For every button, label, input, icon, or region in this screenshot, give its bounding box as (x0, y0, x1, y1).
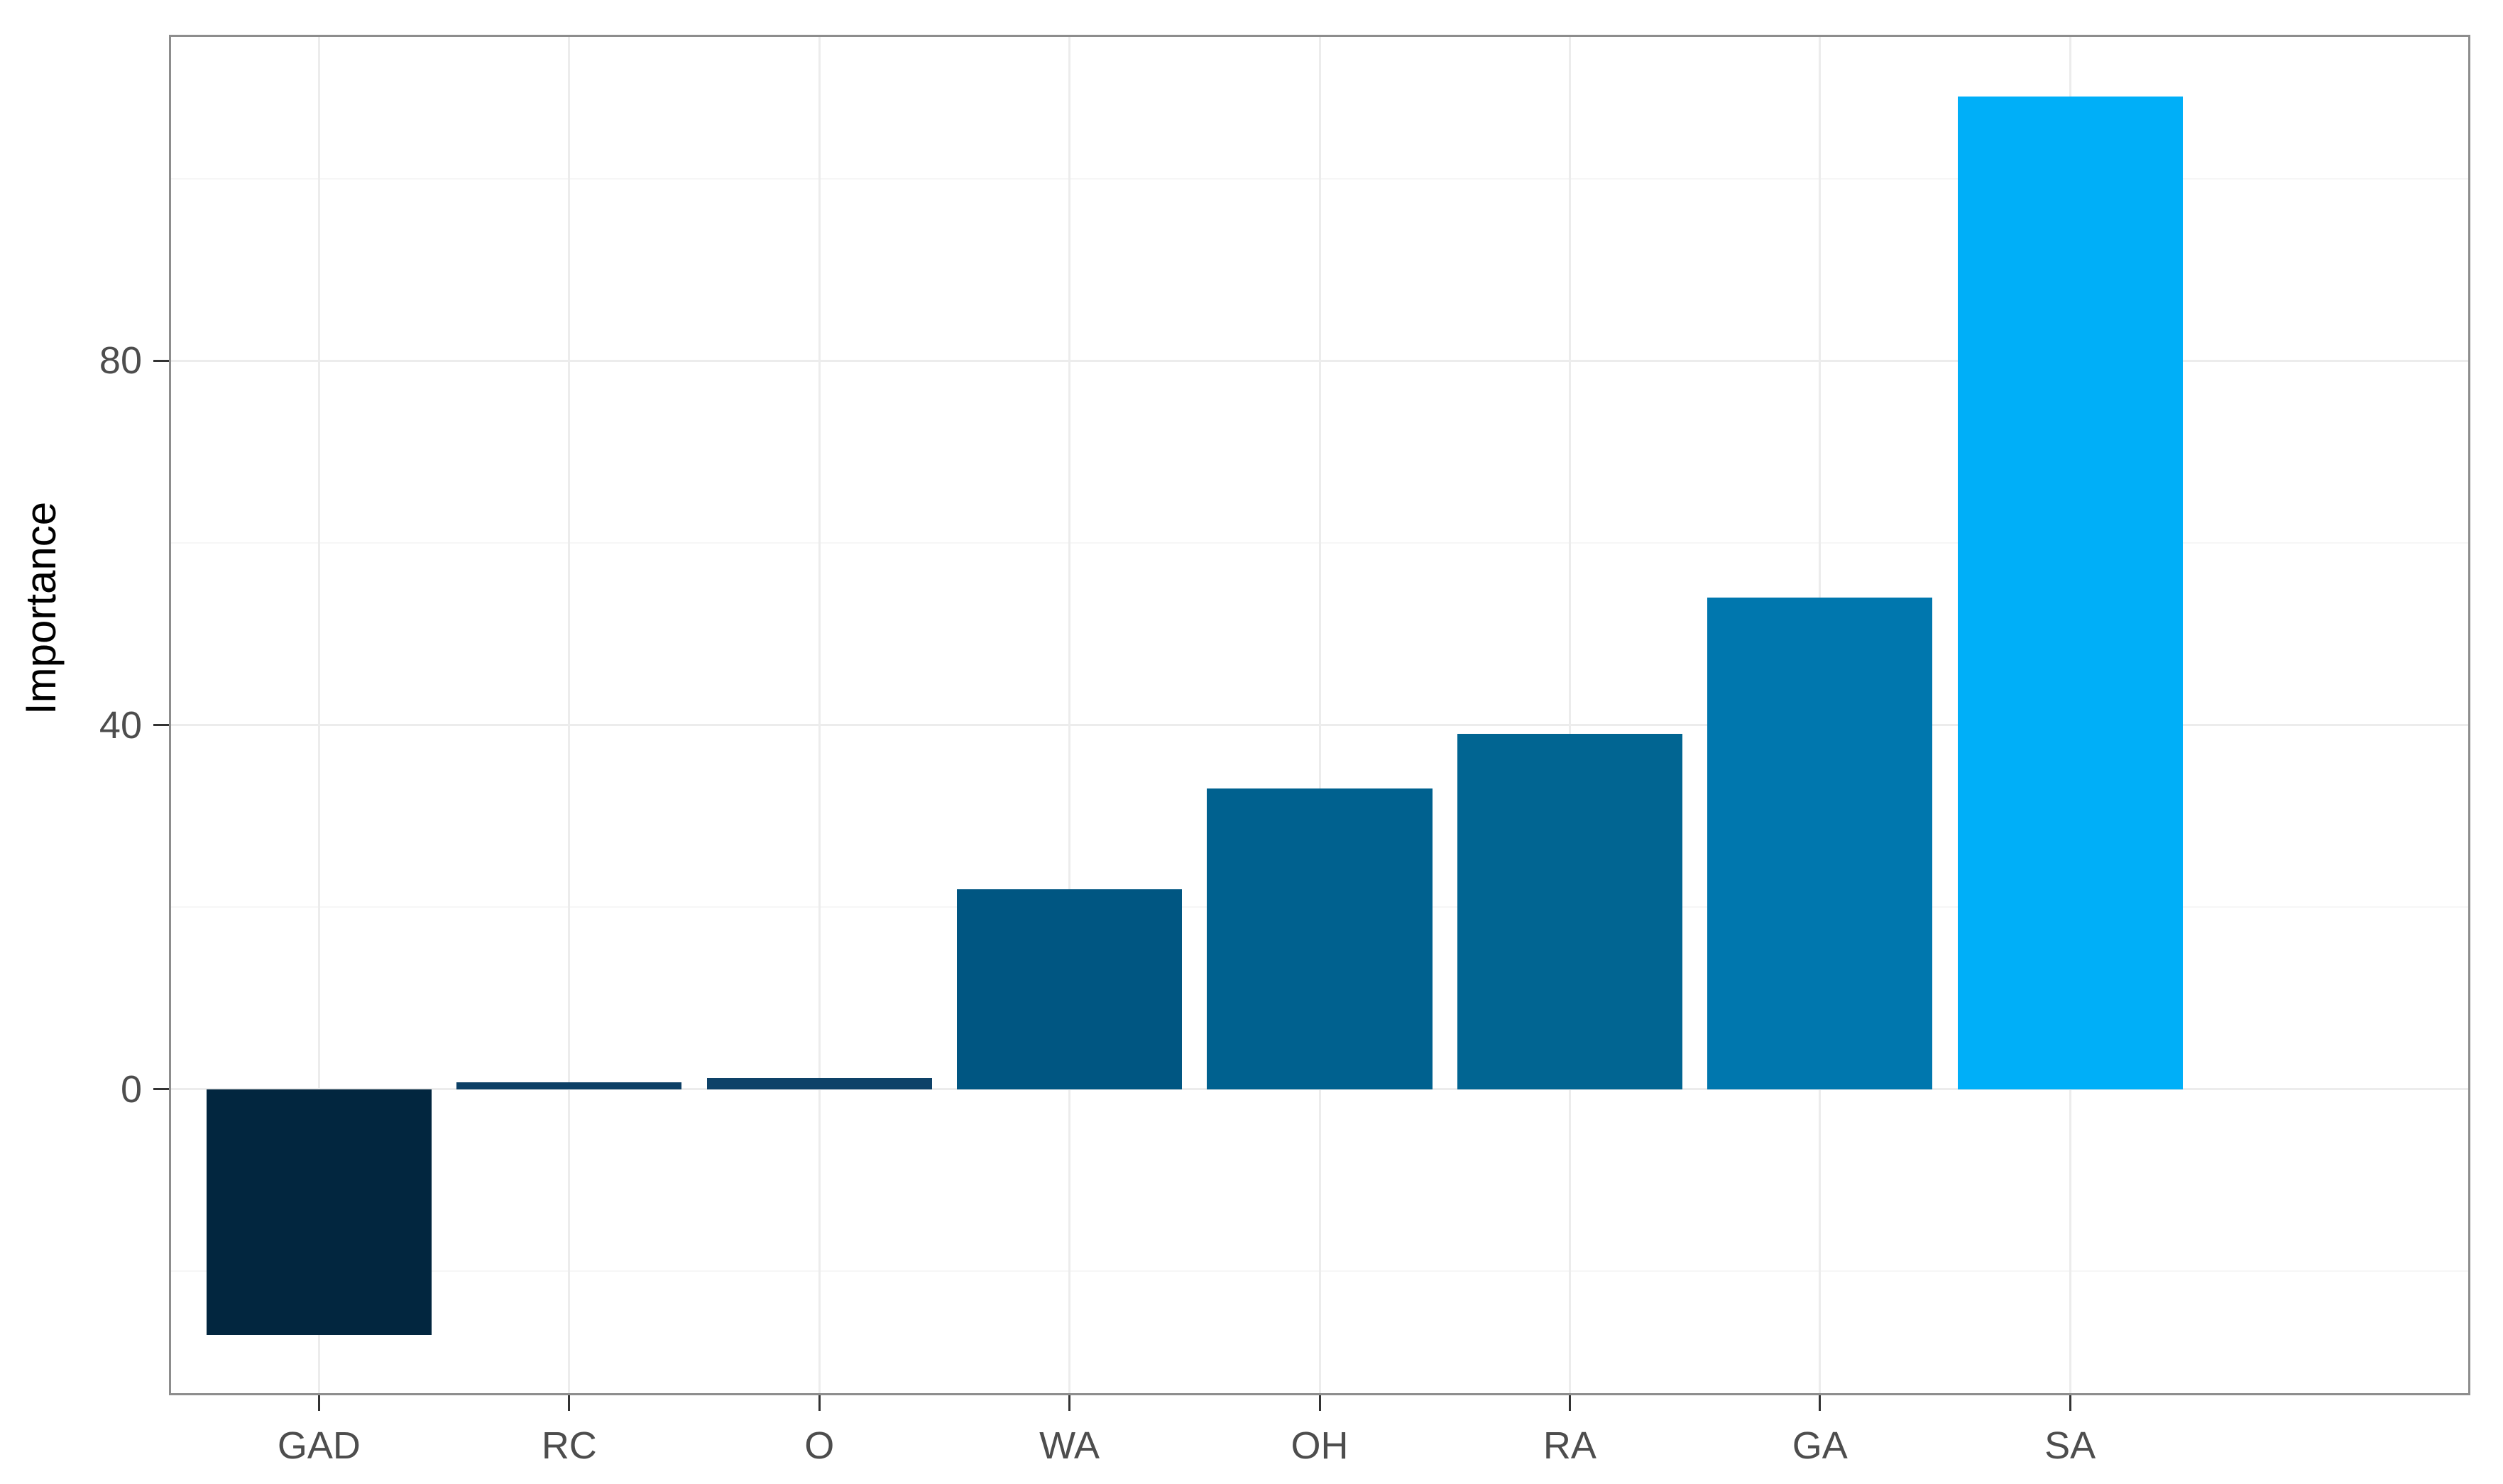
bar-RC (456, 1082, 682, 1089)
x-tick-label: RA (1543, 1424, 1596, 1467)
x-tick (1568, 1395, 1571, 1411)
x-tick-label: OH (1291, 1424, 1349, 1467)
x-tick-label: RC (541, 1424, 597, 1467)
y-tick-label: 80 (99, 339, 142, 383)
x-tick-label: WA (1039, 1424, 1100, 1467)
category-gridline (818, 35, 821, 1395)
category-gridline (317, 35, 320, 1395)
y-tick-label: 40 (99, 703, 142, 747)
x-tick (2069, 1395, 2071, 1411)
bar-SA (1957, 97, 2183, 1089)
bar-RA (1457, 734, 1682, 1089)
x-tick (1068, 1395, 1071, 1411)
bar-WA (957, 889, 1183, 1089)
category-gridline (1318, 35, 1321, 1395)
plot-panel (169, 35, 2470, 1395)
bar-GA (1707, 597, 1933, 1089)
x-tick (1318, 1395, 1321, 1411)
x-tick (818, 1395, 821, 1411)
x-tick-label: GA (1792, 1424, 1848, 1467)
x-tick-label: SA (2044, 1424, 2096, 1467)
y-tick-label: 0 (120, 1067, 142, 1111)
y-axis-title: Importance (17, 501, 65, 715)
x-tick-label: O (804, 1424, 835, 1467)
category-gridline (568, 35, 571, 1395)
bar-GAD (206, 1089, 432, 1336)
y-tick (153, 1088, 169, 1091)
category-gridline (1568, 35, 1571, 1395)
x-tick-label: GAD (277, 1424, 361, 1467)
x-tick (1819, 1395, 1822, 1411)
bar-O (706, 1078, 932, 1089)
x-tick (568, 1395, 571, 1411)
y-tick (153, 359, 169, 362)
category-gridline (1068, 35, 1071, 1395)
y-tick (153, 724, 169, 727)
x-tick (317, 1395, 320, 1411)
bar-OH (1207, 788, 1433, 1089)
